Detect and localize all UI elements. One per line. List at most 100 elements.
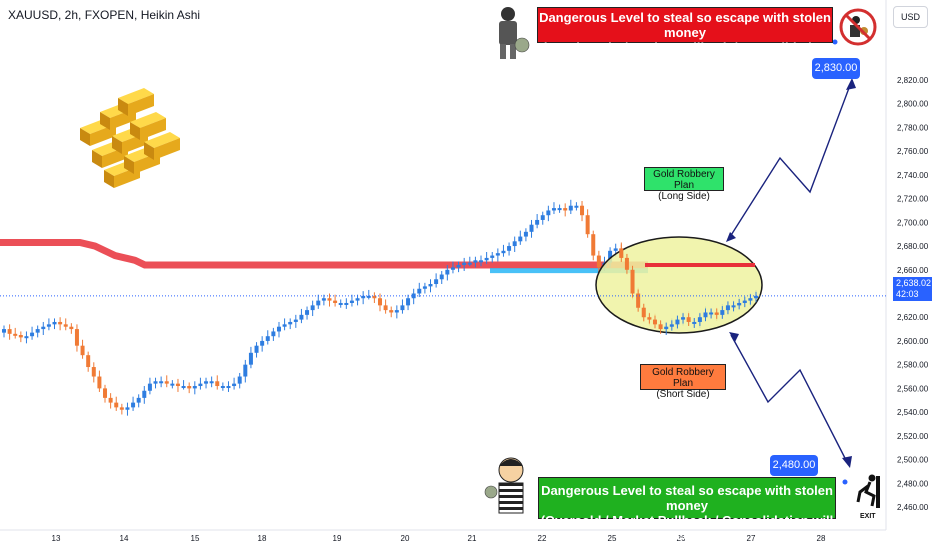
y-tick-label: 2,500.00 xyxy=(897,456,929,465)
candle-body xyxy=(215,381,220,387)
candle-body xyxy=(652,319,657,325)
arrowhead-zone-bottom xyxy=(729,332,739,342)
overbought-line1: Dangerous Level to steal so escape with … xyxy=(539,10,831,40)
candle-body xyxy=(748,298,753,301)
y-tick-label: 2,600.00 xyxy=(897,337,929,346)
candle-body xyxy=(52,321,57,325)
y-tick-label: 2,780.00 xyxy=(897,123,929,132)
gold-bar-side xyxy=(80,128,90,146)
candle-body xyxy=(540,215,545,220)
candle-body xyxy=(737,302,742,306)
candle-body xyxy=(299,314,304,320)
candle-body xyxy=(80,345,85,356)
gold-bar-front xyxy=(128,94,154,116)
currency-button[interactable]: USD xyxy=(893,6,928,28)
resistance-line xyxy=(0,238,648,269)
candle-body xyxy=(24,336,29,339)
candle-body xyxy=(204,381,209,384)
candle-body xyxy=(383,305,388,311)
symbol-title[interactable]: XAUUSD, 2h, FXOPEN, Heikin Ashi xyxy=(8,8,201,22)
candle-body xyxy=(619,248,624,258)
candle-body xyxy=(669,324,674,327)
prisoner-body xyxy=(498,482,524,514)
gold-bars-icon xyxy=(80,88,180,188)
candle-body xyxy=(624,257,629,270)
candle-body xyxy=(714,312,719,315)
candle-body xyxy=(495,253,500,256)
runner-arm xyxy=(856,484,869,503)
gold-bar-side xyxy=(118,98,128,116)
candle-body xyxy=(518,236,523,242)
y-tick-label: 2,560.00 xyxy=(897,384,929,393)
candle-body xyxy=(35,329,40,333)
money-bag xyxy=(484,485,498,499)
candle-body xyxy=(389,310,394,313)
candle-body xyxy=(338,302,343,305)
candle-body xyxy=(108,397,113,403)
candle-body xyxy=(282,324,287,327)
candle-body xyxy=(69,326,74,330)
candle-body xyxy=(74,329,79,346)
projection-down-path xyxy=(730,334,849,465)
short-plan-line2: (Short Side) xyxy=(656,389,710,400)
candle-body xyxy=(546,210,551,216)
lower-target-tag[interactable]: 2,480.00 xyxy=(770,455,818,476)
thief-leg xyxy=(510,44,516,59)
y-tick-label: 2,820.00 xyxy=(897,76,929,85)
y-tick-label: 2,520.00 xyxy=(897,432,929,441)
candle-body xyxy=(86,355,91,368)
candle-body xyxy=(372,295,377,299)
arrowhead-down xyxy=(842,456,852,468)
candle-body xyxy=(333,300,338,303)
last-price-badge: 2,638.02 42:03 xyxy=(893,277,932,301)
candle-body xyxy=(731,305,736,308)
candle-body xyxy=(237,376,242,384)
x-tick-label: 26 xyxy=(677,534,686,543)
candle-body xyxy=(580,205,585,216)
x-tick-label: 22 xyxy=(538,534,547,543)
candle-body xyxy=(103,388,108,398)
candle-body xyxy=(630,269,635,294)
candle-body xyxy=(136,397,141,403)
candle-body xyxy=(271,331,276,337)
candle-body xyxy=(142,390,147,398)
candle-body xyxy=(417,288,422,294)
candle-body xyxy=(557,208,562,211)
candle-body xyxy=(30,332,35,337)
candle-body xyxy=(355,298,360,301)
candle-body xyxy=(209,381,214,384)
short-plan-line1: Gold Robbery Plan xyxy=(652,367,714,389)
candle-body xyxy=(378,298,382,306)
y-tick-label: 2,660.00 xyxy=(897,266,929,275)
gold-bar-side xyxy=(104,170,114,188)
candle-body xyxy=(349,300,354,303)
candle-body xyxy=(276,326,281,332)
candle-body xyxy=(507,246,512,251)
candle-body xyxy=(119,407,124,410)
x-tick-label: 15 xyxy=(191,534,200,543)
candle-body xyxy=(394,310,399,313)
candle-body xyxy=(450,267,455,270)
candle-body xyxy=(720,310,725,315)
candle-body xyxy=(305,310,310,315)
last-price-countdown: 42:03 xyxy=(896,289,919,299)
candle-body xyxy=(97,376,102,389)
gold-bar-side xyxy=(112,136,122,154)
exit-label: EXIT xyxy=(860,513,876,520)
candle-body xyxy=(473,260,478,263)
upper-target-tag[interactable]: 2,830.00 xyxy=(812,58,860,79)
x-tick-label: 19 xyxy=(333,534,342,543)
overbought-warning-box: Dangerous Level to steal so escape with … xyxy=(537,7,833,70)
x-tick-label: 20 xyxy=(401,534,410,543)
candle-body xyxy=(484,257,489,261)
candle-body xyxy=(703,312,708,318)
candle-body xyxy=(462,262,467,266)
x-tick-label: 28 xyxy=(817,534,826,543)
candle-body xyxy=(754,295,758,299)
candle-body xyxy=(563,208,568,211)
candle-body xyxy=(344,302,349,305)
candle-body xyxy=(159,381,164,384)
candle-body xyxy=(232,383,237,387)
candle-body xyxy=(456,265,461,268)
exit-door xyxy=(876,476,880,508)
